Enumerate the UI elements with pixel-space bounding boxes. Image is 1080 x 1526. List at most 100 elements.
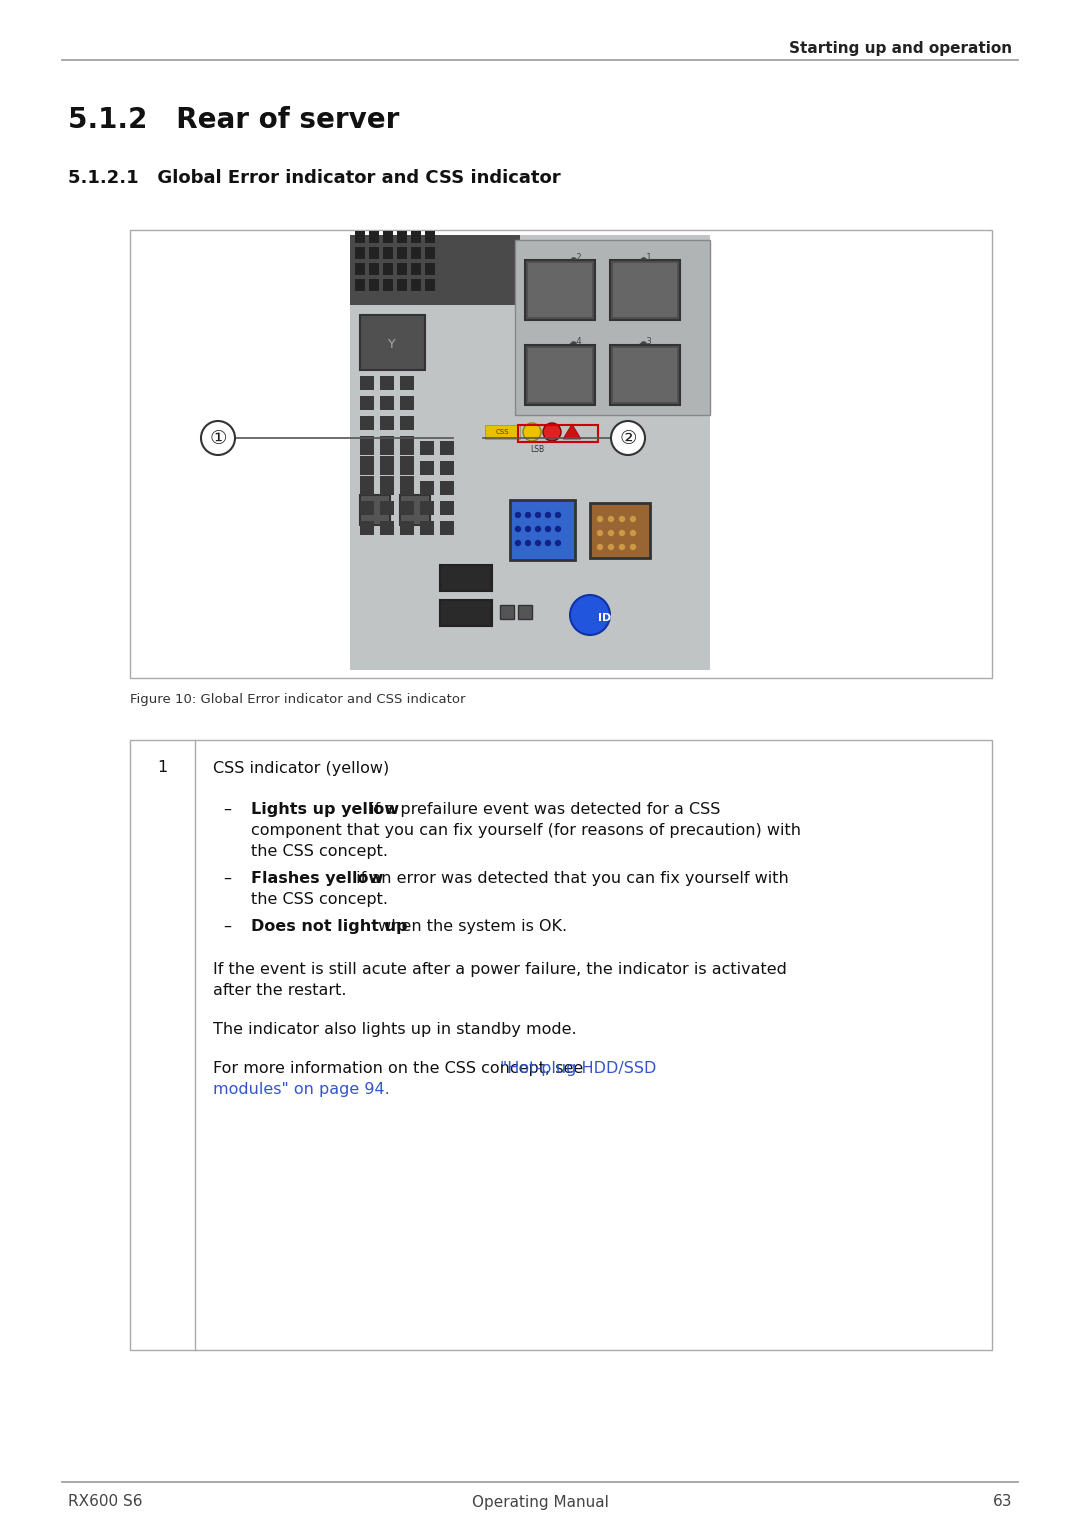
Bar [426,262,435,275]
Bar [397,279,407,291]
Text: Y: Y [388,339,395,351]
Circle shape [515,540,521,545]
Bar [510,501,575,560]
Text: 1: 1 [158,760,167,775]
Circle shape [536,513,540,517]
Text: Starting up and operation: Starting up and operation [788,41,1012,55]
Circle shape [608,531,613,536]
Circle shape [515,526,521,531]
Bar [397,230,407,243]
Polygon shape [563,424,581,439]
Bar [411,279,421,291]
Text: modules" on page 94.: modules" on page 94. [213,1082,390,1097]
Text: For more information on the CSS concept, see: For more information on the CSS concept,… [213,1061,589,1076]
Bar [518,426,598,443]
Bar [440,565,492,591]
Bar [360,417,374,430]
Bar [400,520,414,536]
Bar [420,520,434,536]
Bar [350,235,519,305]
Text: Figure 10: Global Error indicator and CSS indicator: Figure 10: Global Error indicator and CS… [130,693,465,707]
Bar [360,494,390,525]
Bar [360,441,374,455]
Bar [610,259,680,320]
Bar [380,476,394,490]
Circle shape [608,516,613,522]
Bar [440,520,454,536]
Bar [440,481,454,494]
Bar [613,262,677,317]
Text: –: – [222,919,231,934]
Bar [426,247,435,259]
Text: Does not light up: Does not light up [251,919,407,934]
Bar [400,476,414,490]
Text: CSS indicator (yellow): CSS indicator (yellow) [213,760,389,775]
Bar [380,417,394,430]
Text: if an error was detected that you can fix yourself with: if an error was detected that you can fi… [351,871,788,887]
Circle shape [620,545,624,549]
Bar [440,441,454,455]
Bar [515,240,710,415]
Bar [380,481,394,494]
Bar [369,247,379,259]
Bar [383,247,393,259]
Bar [400,436,414,450]
Bar [380,501,394,514]
Bar [380,520,394,536]
Text: ☁1: ☁1 [638,252,652,261]
Bar [360,456,374,470]
Bar [525,259,595,320]
Bar [420,461,434,475]
Text: 5.1.2.1   Global Error indicator and CSS indicator: 5.1.2.1 Global Error indicator and CSS i… [68,169,561,188]
Bar [610,345,680,404]
Bar [590,504,650,559]
Text: Operating Manual: Operating Manual [472,1494,608,1509]
Text: ②: ② [619,429,637,447]
Text: ID: ID [598,613,611,623]
Bar [400,494,430,525]
Bar [400,501,414,514]
Bar [380,397,394,410]
Circle shape [597,516,603,522]
Bar [130,230,993,678]
Circle shape [620,516,624,522]
Text: when the system is OK.: when the system is OK. [373,919,567,934]
Text: if a prefailure event was detected for a CSS: if a prefailure event was detected for a… [365,803,720,816]
Circle shape [608,545,613,549]
Bar [360,520,374,536]
Circle shape [515,513,521,517]
Bar [383,279,393,291]
Circle shape [620,531,624,536]
Bar [440,461,454,475]
Text: "Hot-plug HDD/SSD: "Hot-plug HDD/SSD [500,1061,657,1076]
Bar [420,441,434,455]
Circle shape [526,513,530,517]
Bar [369,279,379,291]
Bar [485,426,519,439]
Text: If the event is still acute after a power failure, the indicator is activated: If the event is still acute after a powe… [213,961,787,977]
Bar [380,441,394,455]
Bar [426,230,435,243]
Circle shape [526,526,530,531]
Bar [400,375,414,391]
Circle shape [631,545,635,549]
Bar [500,604,514,620]
Bar [400,441,414,455]
Bar [613,348,677,401]
Bar [400,461,414,475]
Bar [400,456,414,470]
Bar [411,230,421,243]
Bar [360,314,426,369]
Circle shape [201,421,235,455]
Bar [518,604,532,620]
Bar [380,456,394,470]
Circle shape [545,540,551,545]
Circle shape [570,595,610,635]
Bar [360,481,374,494]
Bar [400,397,414,410]
Circle shape [555,513,561,517]
Text: component that you can fix yourself (for reasons of precaution) with: component that you can fix yourself (for… [251,823,801,838]
Bar [350,235,710,670]
Bar [411,262,421,275]
Circle shape [631,531,635,536]
